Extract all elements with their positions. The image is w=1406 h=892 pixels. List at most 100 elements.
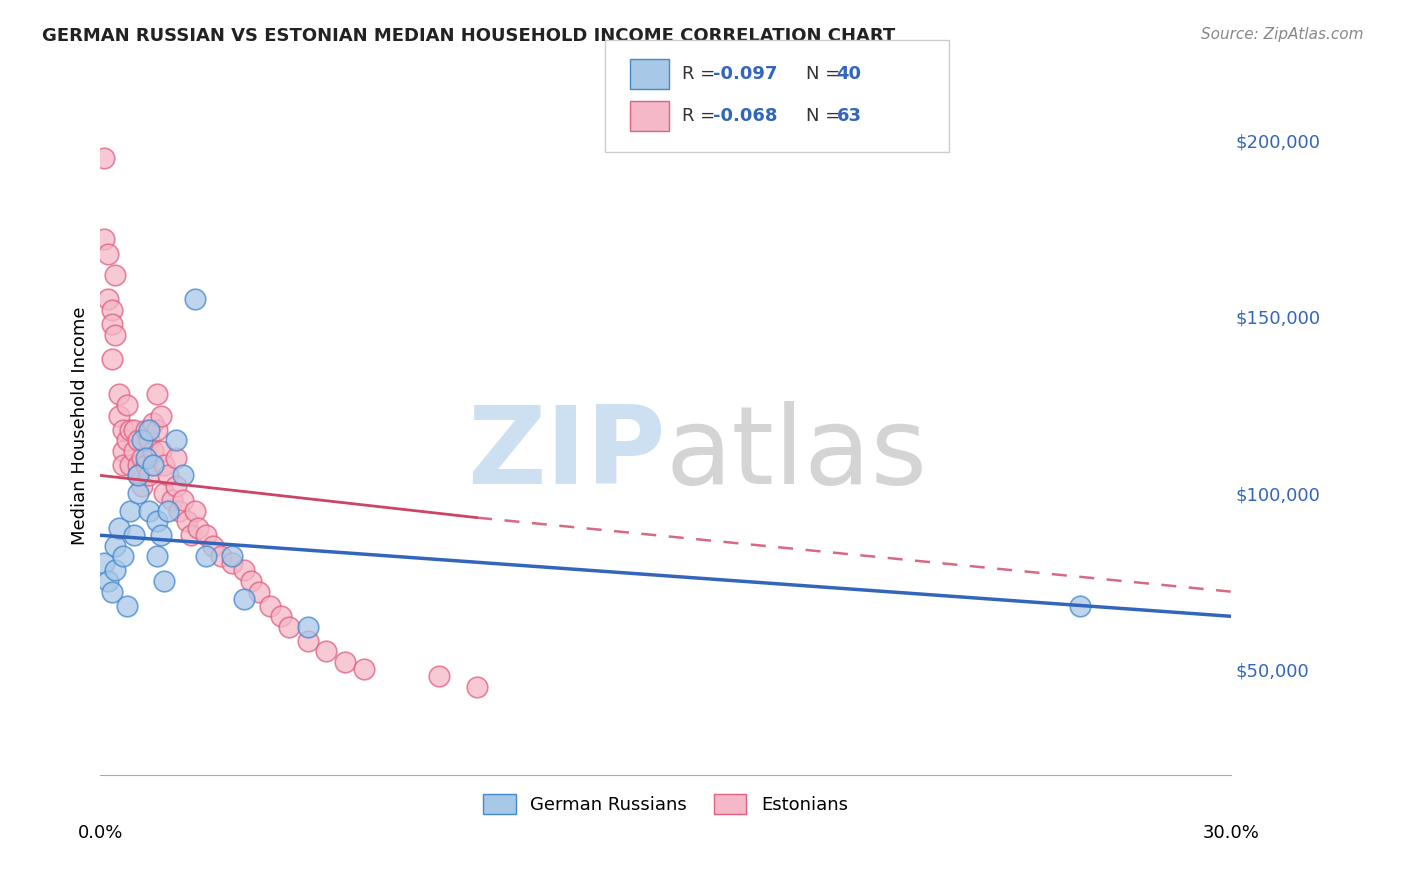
Point <box>183 293 205 307</box>
Point <box>122 423 145 437</box>
Point <box>209 549 232 564</box>
Text: N =: N = <box>806 107 845 125</box>
Point <box>315 644 337 658</box>
Point <box>97 246 120 260</box>
Text: -0.068: -0.068 <box>713 107 778 125</box>
Point <box>115 599 138 613</box>
Point <box>120 423 142 437</box>
Y-axis label: Median Household Income: Median Household Income <box>72 307 89 545</box>
Point <box>149 443 172 458</box>
Point <box>142 416 165 430</box>
Point <box>135 458 157 472</box>
Point <box>153 486 176 500</box>
Point <box>138 468 160 483</box>
Point <box>111 458 134 472</box>
Point <box>93 152 115 166</box>
Point <box>142 458 165 472</box>
Legend: German Russians, Estonians: German Russians, Estonians <box>477 787 855 822</box>
Point <box>100 317 122 331</box>
Point <box>104 268 127 282</box>
Point <box>127 486 149 500</box>
Point <box>165 479 187 493</box>
Point <box>240 574 263 588</box>
Point <box>122 443 145 458</box>
Text: 63: 63 <box>837 107 862 125</box>
Point <box>247 584 270 599</box>
Point <box>165 450 187 465</box>
Point <box>120 503 142 517</box>
Point <box>97 574 120 588</box>
Point <box>131 479 153 493</box>
Text: N =: N = <box>806 65 845 83</box>
Point <box>100 352 122 367</box>
Point <box>111 443 134 458</box>
Point <box>165 433 187 447</box>
Point <box>146 423 169 437</box>
Point <box>93 232 115 246</box>
Point <box>142 443 165 458</box>
Text: R =: R = <box>682 65 721 83</box>
Text: atlas: atlas <box>665 401 928 507</box>
Point <box>176 514 198 528</box>
Point <box>194 549 217 564</box>
Point <box>232 591 254 606</box>
Text: GERMAN RUSSIAN VS ESTONIAN MEDIAN HOUSEHOLD INCOME CORRELATION CHART: GERMAN RUSSIAN VS ESTONIAN MEDIAN HOUSEH… <box>42 27 896 45</box>
Point <box>149 409 172 423</box>
Point <box>135 423 157 437</box>
Point <box>115 433 138 447</box>
Point <box>297 620 319 634</box>
Point <box>270 609 292 624</box>
Text: 0.0%: 0.0% <box>77 824 124 842</box>
Point <box>221 549 243 564</box>
Point <box>108 521 131 535</box>
Point <box>259 599 281 613</box>
Point <box>157 468 180 483</box>
Point <box>1069 599 1091 613</box>
Point <box>160 493 183 508</box>
Point <box>221 557 243 571</box>
Point <box>146 387 169 401</box>
Point <box>138 423 160 437</box>
Point <box>277 620 299 634</box>
Text: Source: ZipAtlas.com: Source: ZipAtlas.com <box>1201 27 1364 42</box>
Point <box>127 433 149 447</box>
Point <box>187 521 209 535</box>
Point <box>127 468 149 483</box>
Point <box>180 528 202 542</box>
Point <box>153 574 176 588</box>
Point <box>465 680 488 694</box>
Point <box>93 557 115 571</box>
Text: -0.097: -0.097 <box>713 65 778 83</box>
Point <box>157 503 180 517</box>
Point <box>353 662 375 676</box>
Text: 40: 40 <box>837 65 862 83</box>
Point <box>131 433 153 447</box>
Point <box>108 387 131 401</box>
Point <box>153 458 176 472</box>
Point <box>335 655 357 669</box>
Point <box>232 564 254 578</box>
Point <box>122 528 145 542</box>
Point <box>115 398 138 412</box>
Point <box>138 433 160 447</box>
Point <box>172 493 194 508</box>
Text: R =: R = <box>682 107 721 125</box>
Point <box>169 503 191 517</box>
Point <box>131 450 153 465</box>
Point <box>100 302 122 317</box>
Point <box>146 549 169 564</box>
Point <box>297 634 319 648</box>
Point <box>100 584 122 599</box>
Text: 30.0%: 30.0% <box>1202 824 1260 842</box>
Point <box>194 528 217 542</box>
Point <box>429 669 451 683</box>
Point <box>127 458 149 472</box>
Point <box>120 458 142 472</box>
Point <box>149 528 172 542</box>
Point <box>111 549 134 564</box>
Point <box>104 327 127 342</box>
Point <box>104 564 127 578</box>
Point <box>183 503 205 517</box>
Point <box>104 539 127 553</box>
Point <box>202 539 225 553</box>
